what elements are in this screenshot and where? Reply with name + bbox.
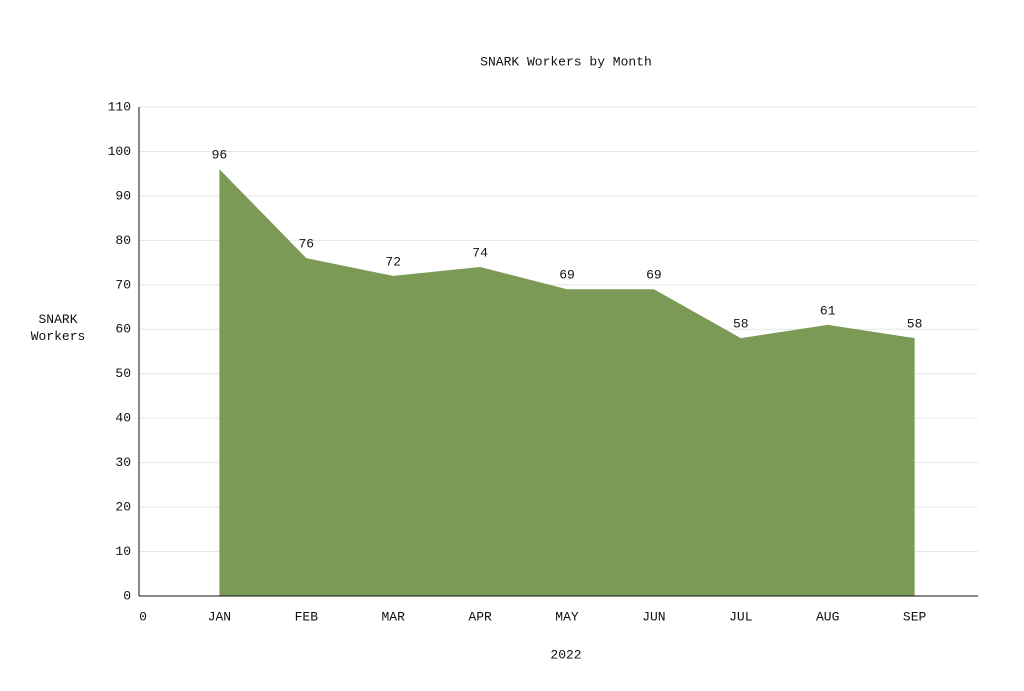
chart-title: SNARK Workers by Month (480, 54, 652, 69)
y-tick-label: 50 (115, 366, 131, 381)
y-tick-label: 0 (123, 588, 131, 603)
x-tick-label: FEB (295, 609, 319, 624)
y-tick-label: 100 (108, 144, 131, 159)
data-label: 74 (472, 245, 488, 260)
y-tick-label: 10 (115, 544, 131, 559)
y-tick-label: 30 (115, 455, 131, 470)
data-label: 58 (733, 317, 749, 332)
y-tick-label: 80 (115, 233, 131, 248)
data-label: 76 (298, 237, 314, 252)
x-tick-label: JAN (208, 609, 231, 624)
y-tick-label: 40 (115, 411, 131, 426)
y-tick-label: 110 (108, 99, 131, 114)
y-tick-label: 20 (115, 500, 131, 515)
data-label: 72 (385, 254, 401, 269)
data-label: 69 (646, 268, 662, 283)
x-tick-label: 0 (139, 609, 147, 624)
x-tick-label: AUG (816, 609, 839, 624)
x-tick-label: MAR (381, 609, 405, 624)
data-label: 96 (212, 148, 228, 163)
x-tick-label: APR (468, 609, 492, 624)
data-label: 61 (820, 303, 836, 318)
y-tick-label: 60 (115, 322, 131, 337)
data-label: 69 (559, 268, 575, 283)
x-axis-title: 2022 (550, 647, 581, 662)
x-tick-label: SEP (903, 609, 927, 624)
y-axis-title: SNARK Workers (30, 312, 86, 344)
y-tick-label: 70 (115, 277, 131, 292)
x-tick-label: JUL (729, 609, 752, 624)
x-tick-label: JUN (642, 609, 665, 624)
x-tick-label: MAY (555, 609, 579, 624)
y-tick-label: 90 (115, 188, 131, 203)
data-label: 58 (907, 317, 923, 332)
area (219, 169, 915, 596)
